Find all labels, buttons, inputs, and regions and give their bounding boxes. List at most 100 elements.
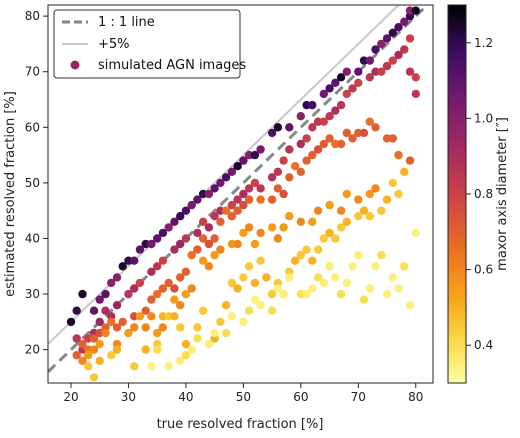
data-point [193,334,202,343]
data-point [181,234,191,243]
data-point [296,217,305,226]
data-point [365,189,374,199]
data-point [279,223,288,232]
legend-point-swatch [70,60,80,70]
data-point [239,228,248,238]
data-point [244,223,254,232]
data-point [308,123,317,132]
data-point [377,206,386,215]
data-point [130,256,139,265]
data-point [313,245,323,254]
data-point [181,206,191,215]
data-point [354,195,363,204]
data-point [153,328,162,338]
data-point [112,345,122,354]
x-tick-label: 40 [178,390,193,404]
data-point [124,289,133,299]
data-point [371,67,380,76]
data-point [256,256,265,265]
data-point [325,228,334,238]
data-point [342,189,351,199]
data-point [359,56,369,65]
data-point [336,139,346,149]
data-point [181,351,191,360]
data-point [285,145,294,154]
data-point [348,262,357,271]
data-point [336,73,346,82]
y-tick-label: 30 [25,287,40,301]
data-point [187,284,196,293]
data-point [227,212,237,221]
data-point [187,345,196,354]
data-point [176,356,185,365]
data-point [204,223,214,232]
data-point [250,239,260,249]
data-point [227,278,237,288]
data-point [256,228,265,238]
data-point [221,328,231,338]
y-tick-label: 50 [25,176,40,190]
data-point [365,284,374,293]
data-point [89,306,99,315]
data-point [342,128,351,138]
data-point [377,250,386,260]
data-point [382,195,392,204]
data-point [95,356,104,365]
data-point [354,250,363,260]
data-point [130,284,139,293]
data-point [405,6,415,15]
legend-label-1-1-line: 1 : 1 line [98,15,155,30]
data-point [256,195,265,204]
data-point [279,189,288,199]
data-point [153,234,162,243]
data-point [210,234,219,243]
data-point [158,256,168,265]
data-point [101,289,110,299]
reference-line-one-to-one [48,5,430,373]
data-point [101,328,110,338]
data-point [302,134,311,143]
data-point [377,39,386,49]
data-point [193,323,202,332]
data-point [319,89,328,99]
data-point [296,250,305,260]
data-point [204,339,214,349]
data-point [400,167,409,176]
data-point [216,245,225,254]
data-point [72,306,81,315]
data-point [221,173,231,182]
data-point [313,206,323,215]
y-tick-label: 20 [25,343,40,357]
data-point [308,217,317,226]
data-point [411,89,420,99]
data-point [239,189,248,199]
data-point [394,23,403,32]
data-point [147,362,156,371]
x-tick-label: 30 [121,390,136,404]
data-point [233,206,242,215]
data-point [204,239,214,249]
data-point [141,306,150,315]
data-point [388,56,397,65]
data-point [359,206,369,215]
data-point [164,362,173,371]
data-point [365,73,374,82]
data-point [325,134,334,143]
colorbar: 0.4 0.6 0.8 1.0 1.2 maxor axis diameter [″] [447,4,510,384]
data-point [285,273,294,282]
data-point [112,273,122,282]
data-point [244,306,254,315]
data-point [273,234,283,243]
data-point [187,200,196,210]
data-point [170,295,179,304]
data-point [394,150,403,160]
y-axis-label: estimated resolved fraction [%] [3,91,18,297]
data-point [371,184,380,193]
data-point [319,278,328,288]
data-point [84,334,93,343]
data-point [198,189,208,199]
data-point [388,178,397,188]
data-point [348,134,357,143]
data-point [405,67,415,76]
data-point [141,323,150,332]
